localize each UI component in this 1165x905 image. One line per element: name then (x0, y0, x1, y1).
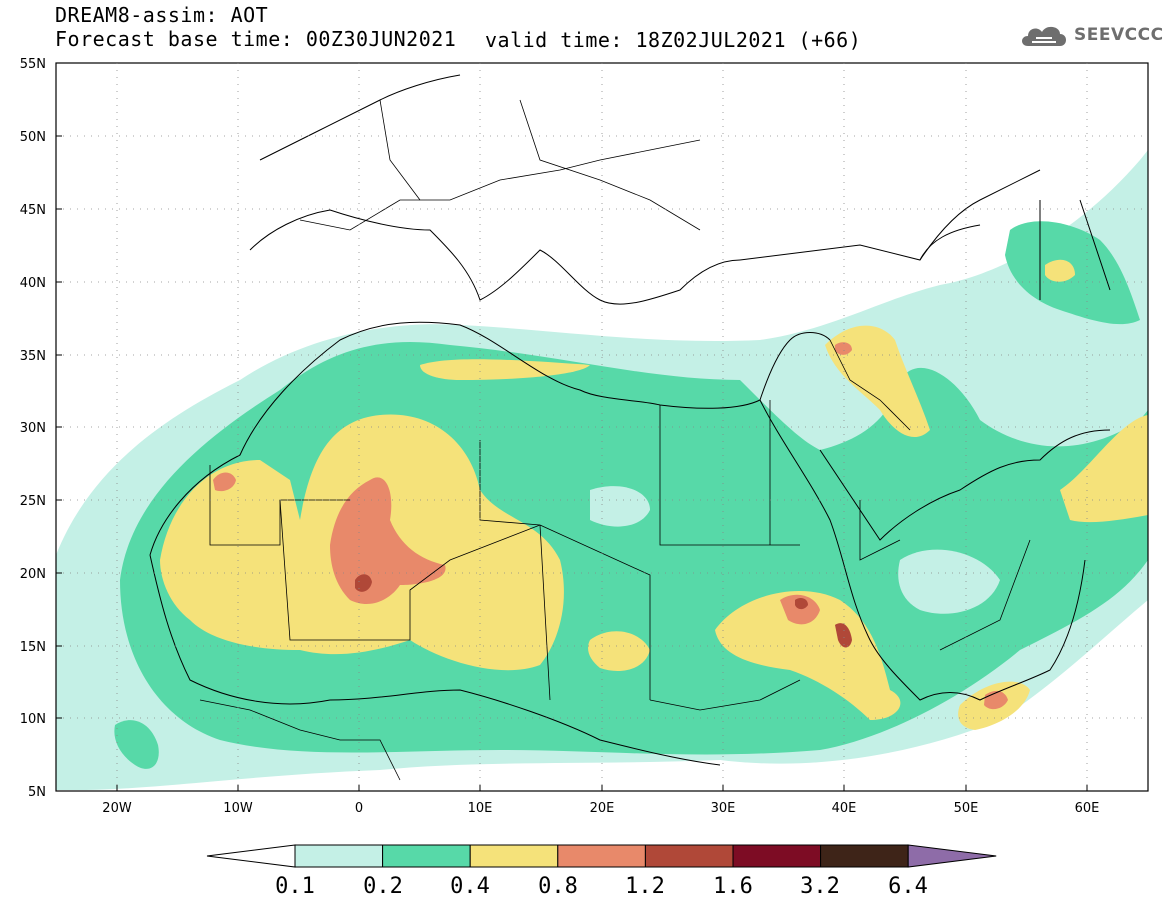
lat-tick-label: 45N (20, 203, 46, 218)
lon-tick-label: 10E (468, 801, 493, 816)
graticule (56, 63, 1148, 791)
lat-tick-label: 35N (20, 349, 46, 364)
lon-tick-label: 60E (1075, 801, 1100, 816)
colorbar-swatch-over (907, 844, 997, 868)
lon-tick-label: 30E (711, 801, 736, 816)
lat-tick-labels: 55N 50N 45N 40N 35N 30N 25N 20N 15N 10N … (20, 57, 46, 800)
aot-band-0.4-chad (588, 631, 650, 671)
aot-band-0.4-oman (1060, 415, 1148, 523)
lon-tick-label: 10W (223, 801, 253, 816)
colorbar-swatch (557, 844, 646, 868)
aot-clear-libya (590, 486, 650, 527)
colorbar-label: 3.2 (800, 874, 840, 899)
aot-band-1.2-eritrea (835, 623, 852, 648)
forecast-base-time: Forecast base time: 00Z30JUN2021 (55, 27, 457, 51)
coastlines (149, 74, 1111, 766)
valid-time: valid time: 18Z02JUL2021 (+66) (485, 28, 862, 52)
lon-tick-label: 40E (832, 801, 857, 816)
colorbar-swatch (644, 844, 734, 868)
aot-band-0.8-iraq (835, 342, 852, 355)
lat-tick-label: 30N (20, 421, 46, 436)
colorbar-swatch (469, 844, 559, 868)
lat-tick-label: 20N (20, 567, 46, 582)
lat-tick-label: 50N (20, 130, 46, 145)
aot-band-0.8-sudan (780, 594, 820, 625)
colorbar-label: 0.4 (450, 874, 490, 899)
colorbar-label: 1.6 (713, 874, 753, 899)
seevccc-logo: SEEVCCC (1018, 20, 1164, 50)
aot-band-1.2-mali (355, 574, 372, 592)
lon-tick-label: 0 (355, 801, 363, 816)
colorbar-label: 0.8 (538, 874, 578, 899)
aot-band-0.4-tunisia (420, 359, 590, 380)
aot-band-0.8-mauritania (213, 472, 236, 492)
colorbar-label: 0.2 (363, 874, 403, 899)
lat-tick-label: 5N (28, 785, 46, 800)
colorbar-swatches (206, 844, 997, 868)
colorbar-swatch (382, 844, 471, 868)
lat-tick-label: 15N (20, 640, 46, 655)
colorbar-swatch (294, 844, 384, 868)
lon-tick-label: 20W (102, 801, 132, 816)
aot-clear-iran (980, 357, 1060, 415)
borders (199, 99, 1031, 781)
lon-tick-label: 50E (954, 801, 979, 816)
cloud-icon (1022, 26, 1066, 46)
lat-tick-label: 40N (20, 276, 46, 291)
logo-text: SEEVCCC (1074, 25, 1164, 45)
colorbar-label: 0.1 (275, 874, 315, 899)
aot-band-0.4-iraq (825, 325, 930, 438)
colorbar-swatch-under (206, 844, 296, 868)
colorbar-swatch (820, 844, 909, 868)
colorbar-swatch (732, 844, 822, 868)
colorbar-label: 1.2 (625, 874, 665, 899)
aot-band-0.8-mali (330, 477, 446, 605)
colorbar-labels: 0.1 0.2 0.4 0.8 1.2 1.6 3.2 6.4 (275, 874, 928, 899)
lat-tick-label: 10N (20, 712, 46, 727)
aot-band-0.4-sudan (715, 591, 901, 720)
map-title: DREAM8-assim: AOT (55, 3, 269, 27)
aot-band-0.4-caspian (1045, 259, 1075, 282)
aot-band-0.2-westafrica (114, 720, 159, 769)
lon-tick-label: 20E (590, 801, 615, 816)
lon-tick-labels: 20W 10W 0 10E 20E 30E 40E 50E 60E (102, 801, 1099, 816)
lat-tick-label: 25N (20, 494, 46, 509)
aot-clear-arabia (898, 549, 1000, 614)
axis-ticks (56, 135, 1088, 791)
colorbar-label: 6.4 (888, 874, 928, 899)
aot-band-1.2-sudan (795, 597, 808, 610)
lat-tick-label: 55N (20, 57, 46, 72)
